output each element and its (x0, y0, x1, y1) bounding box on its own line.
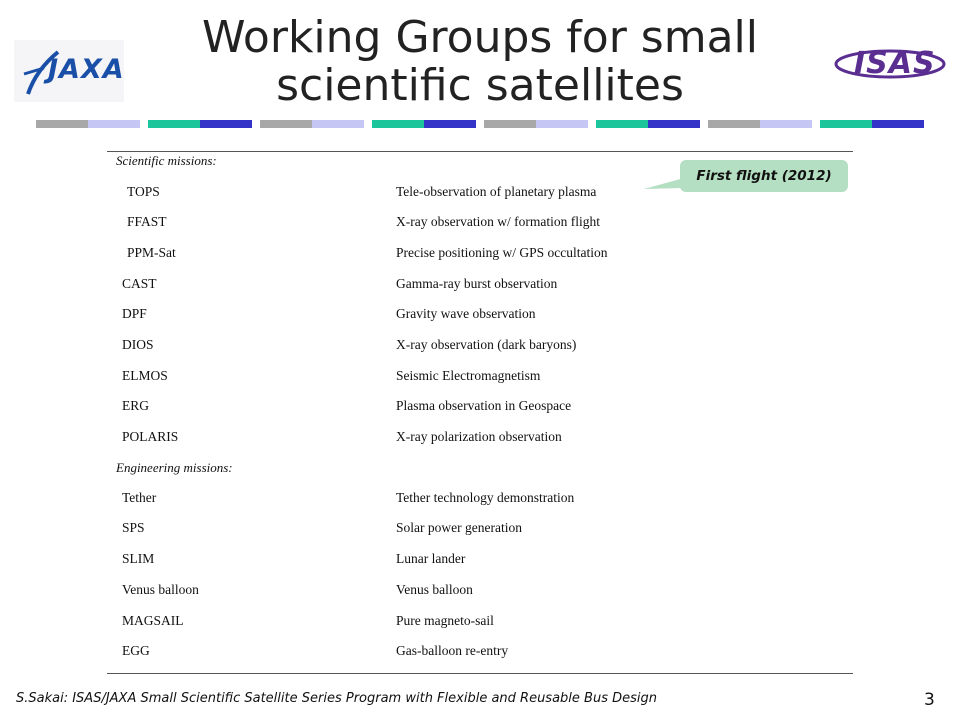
decorative-color-bar (36, 120, 924, 128)
slide-title-line-1: Working Groups for small (202, 12, 758, 63)
mission-row-elmos: ELMOS Seismic Electromagnetism (0, 368, 960, 388)
mission-name: MAGSAIL (122, 613, 184, 628)
mission-row-dios: DIOS X-ray observation (dark baryons) (0, 337, 960, 357)
mission-description: Pure magneto-sail (396, 613, 494, 628)
mission-row-magsail: MAGSAIL Pure magneto-sail (0, 613, 960, 633)
mission-description: Gamma-ray burst observation (396, 276, 558, 291)
mission-description: Seismic Electromagnetism (396, 368, 541, 383)
mission-row-polaris: POLARIS X-ray polarization observation (0, 429, 960, 449)
jaxa-swoosh-icon (23, 50, 60, 95)
mission-row-dpf: DPF Gravity wave observation (0, 306, 960, 326)
mission-description: Venus balloon (396, 582, 473, 597)
section-label-scientific: Scientific missions: (116, 153, 217, 168)
mission-row-egg: EGG Gas-balloon re-entry (0, 643, 960, 663)
mission-name: DIOS (122, 337, 154, 352)
mission-description: Lunar lander (396, 551, 466, 566)
jaxa-logo: JAXA (14, 40, 124, 102)
mission-name: Venus balloon (122, 582, 199, 597)
mission-description: Precise positioning w/ GPS occultation (396, 245, 608, 260)
page-number: 3 (924, 690, 935, 710)
mission-row-cast: CAST Gamma-ray burst observation (0, 276, 960, 296)
table-top-rule (107, 151, 853, 152)
mission-name: ERG (122, 398, 149, 413)
mission-name: TOPS (127, 184, 160, 199)
mission-name: POLARIS (122, 429, 179, 444)
slide-title: Working Groups for small scientific sate… (150, 14, 810, 110)
first-flight-callout: First flight (2012) (680, 160, 848, 192)
mission-description: Tele-observation of planetary plasma (396, 184, 597, 199)
footer-citation: S.Sakai: ISAS/JAXA Small Scientific Sate… (16, 691, 657, 706)
mission-row-slim: SLIM Lunar lander (0, 551, 960, 571)
mission-description: X-ray polarization observation (396, 429, 562, 444)
mission-name: Tether (122, 490, 157, 505)
mission-row-tops: TOPS Tele-observation of planetary plasm… (0, 184, 960, 204)
mission-name: FFAST (127, 214, 167, 229)
mission-description: Gas-balloon re-entry (396, 643, 509, 658)
mission-row-tether: Tether Tether technology demonstration (0, 490, 960, 510)
mission-name: PPM-Sat (127, 245, 176, 260)
mission-row-ppm-sat: PPM-Sat Precise positioning w/ GPS occul… (0, 245, 960, 265)
mission-name: CAST (122, 276, 157, 291)
mission-row-erg: ERG Plasma observation in Geospace (0, 398, 960, 418)
mission-description: X-ray observation w/ formation flight (396, 214, 600, 229)
mission-description: Solar power generation (396, 520, 522, 535)
mission-description: Gravity wave observation (396, 306, 536, 321)
isas-logo-text: ISAS (854, 46, 936, 81)
isas-swoosh-icon (834, 49, 946, 79)
mission-name: DPF (122, 306, 147, 321)
section-label-engineering: Engineering missions: (116, 460, 233, 475)
jaxa-logo-text: JAXA (48, 54, 125, 85)
mission-row-venus-balloon: Venus balloon Venus balloon (0, 582, 960, 602)
mission-name: ELMOS (122, 368, 168, 383)
mission-name: EGG (122, 643, 150, 658)
mission-description: Tether technology demonstration (396, 490, 575, 505)
isas-logo: ISAS (830, 44, 950, 84)
mission-description: Plasma observation in Geospace (396, 398, 572, 413)
mission-row-sps: SPS Solar power generation (0, 520, 960, 540)
table-bottom-rule (107, 673, 853, 674)
mission-name: SLIM (122, 551, 155, 566)
mission-row-ffast: FFAST X-ray observation w/ formation fli… (0, 214, 960, 234)
mission-name: SPS (122, 520, 145, 535)
slide-title-line-2: scientific satellites (276, 60, 684, 111)
mission-description: X-ray observation (dark baryons) (396, 337, 577, 352)
